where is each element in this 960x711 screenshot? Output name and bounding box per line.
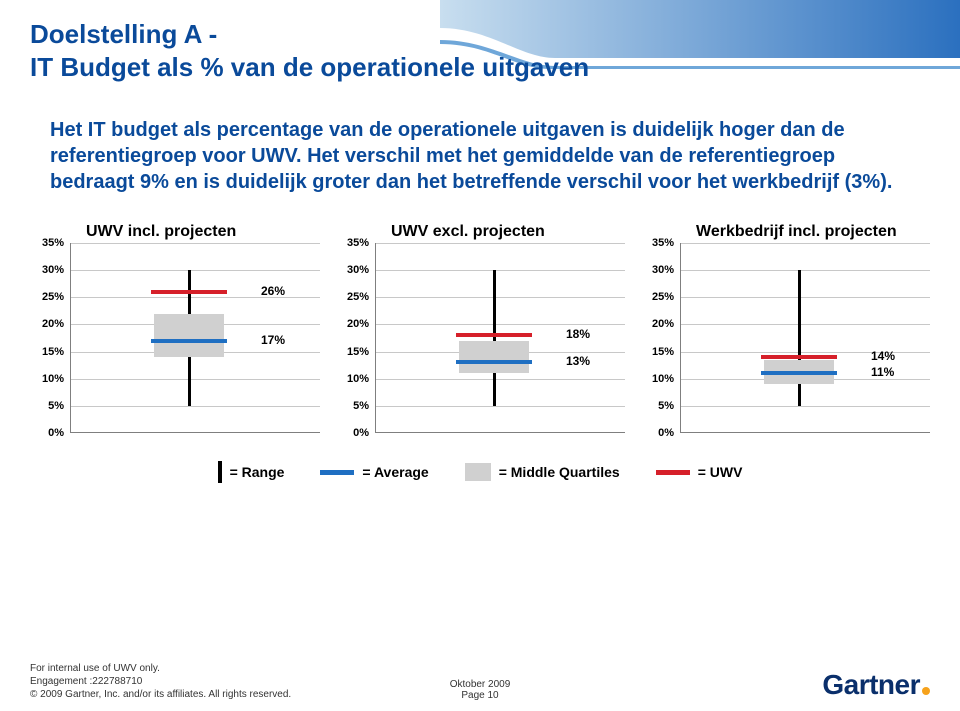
y-axis: 35%30%25%20%15%10%5%0%: [640, 243, 680, 433]
y-axis: 35%30%25%20%15%10%5%0%: [30, 243, 70, 433]
body-paragraph: Het IT budget als percentage van de oper…: [0, 107, 960, 195]
legend-uwv: = UWV: [656, 464, 743, 480]
range-whisker: [798, 270, 801, 406]
uwv-line: [151, 290, 227, 294]
footer-left: For internal use of UWV only. Engagement…: [30, 662, 291, 701]
avg-line: [761, 371, 837, 375]
chart-1: UWV excl. projecten 35%30%25%20%15%10%5%0…: [335, 223, 625, 433]
plot-area: 14%11%: [680, 243, 930, 433]
gartner-logo: Gartner: [822, 669, 930, 701]
footer-line-2: Engagement :222788710: [30, 675, 291, 688]
legend-range-label: = Range: [230, 464, 285, 480]
footer-line-3: © 2009 Gartner, Inc. and/or its affiliat…: [30, 688, 291, 701]
avg-value-label: 13%: [566, 354, 590, 368]
avg-swatch: [320, 470, 354, 475]
chart-inner: 35%30%25%20%15%10%5%0% 18% 13%: [335, 243, 625, 433]
title-line-1: Doelstelling A -: [30, 18, 930, 51]
title-line-2: IT Budget als % van de operationele uitg…: [30, 51, 930, 84]
legend: = Range = Average = Middle Quartiles = U…: [0, 461, 960, 483]
legend-avg-label: = Average: [362, 464, 428, 480]
uwv-line: [456, 333, 532, 337]
chart-title: Werkbedrijf incl. projecten: [640, 223, 930, 241]
avg-value-label: 11%: [871, 365, 894, 379]
footer: For internal use of UWV only. Engagement…: [0, 662, 960, 701]
slide-title: Doelstelling A - IT Budget als % van de …: [30, 18, 930, 83]
range-swatch: [218, 461, 222, 483]
chart-2: Werkbedrijf incl. projecten 35%30%25%20%1…: [640, 223, 930, 433]
legend-avg: = Average: [320, 464, 428, 480]
avg-line: [456, 360, 532, 364]
quartile-box: [154, 314, 224, 357]
plot-area: 26% 17%: [70, 243, 320, 433]
footer-mid-2: Page 10: [450, 690, 511, 701]
chart-inner: 35%30%25%20%15%10%5%0% 26% 17%: [30, 243, 320, 433]
chart-inner: 35%30%25%20%15%10%5%0%14%11%: [640, 243, 930, 433]
uwv-line: [761, 355, 837, 359]
y-axis: 35%30%25%20%15%10%5%0%: [335, 243, 375, 433]
charts-row: UWV incl. projecten 35%30%25%20%15%10%5%0…: [0, 195, 960, 433]
range-whisker: [493, 270, 496, 406]
legend-range: = Range: [218, 461, 285, 483]
slide-header: Doelstelling A - IT Budget als % van de …: [0, 0, 960, 107]
legend-mq: = Middle Quartiles: [465, 463, 620, 481]
gartner-logo-dot: [922, 687, 930, 695]
quartile-box: [459, 341, 529, 374]
footer-mid: Oktober 2009 Page 10: [450, 679, 511, 701]
legend-mq-label: = Middle Quartiles: [499, 464, 620, 480]
uwv-value-label: 18%: [566, 327, 590, 341]
chart-title: UWV excl. projecten: [335, 223, 625, 241]
avg-value-label: 17%: [261, 333, 285, 347]
chart-title: UWV incl. projecten: [30, 223, 320, 241]
legend-uwv-label: = UWV: [698, 464, 743, 480]
footer-mid-1: Oktober 2009: [450, 679, 511, 690]
footer-line-1: For internal use of UWV only.: [30, 662, 291, 675]
chart-0: UWV incl. projecten 35%30%25%20%15%10%5%0…: [30, 223, 320, 433]
uwv-value-label: 14%: [871, 349, 895, 363]
uwv-swatch: [656, 470, 690, 475]
plot-area: 18% 13%: [375, 243, 625, 433]
gartner-logo-text: Gartner: [822, 669, 920, 701]
avg-line: [151, 339, 227, 343]
uwv-value-label: 26%: [261, 284, 285, 298]
mq-swatch: [465, 463, 491, 481]
